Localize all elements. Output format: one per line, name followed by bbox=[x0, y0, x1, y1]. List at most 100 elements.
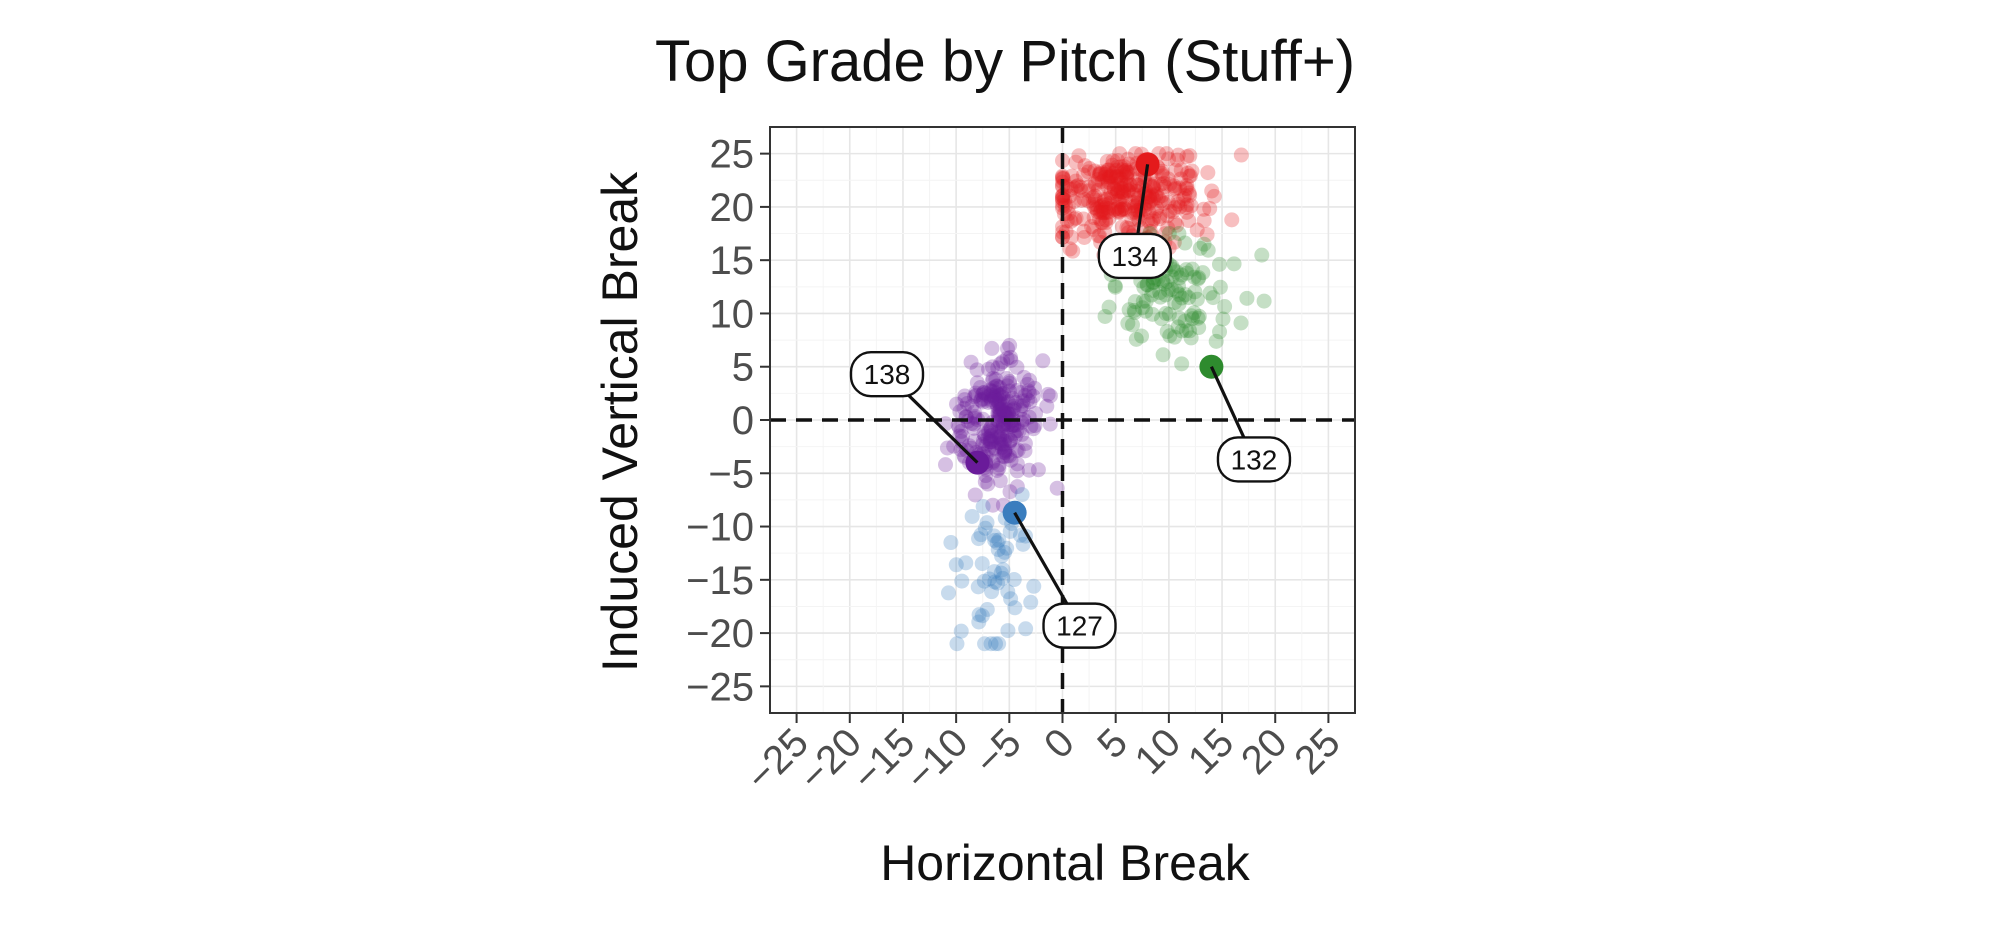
data-point bbox=[987, 532, 1003, 548]
data-point bbox=[1117, 201, 1133, 217]
data-point bbox=[1102, 168, 1118, 184]
data-point bbox=[1111, 204, 1127, 220]
data-point bbox=[1100, 162, 1116, 178]
data-point bbox=[1101, 210, 1117, 226]
x-tick-label: 0 bbox=[1036, 720, 1083, 767]
data-point bbox=[1095, 215, 1111, 231]
data-point bbox=[1009, 456, 1025, 472]
data-point bbox=[1154, 188, 1170, 204]
data-point bbox=[1114, 184, 1130, 200]
data-point bbox=[1022, 372, 1038, 388]
data-point bbox=[1000, 395, 1016, 411]
x-tick-label: −5 bbox=[966, 720, 1029, 783]
data-point bbox=[981, 441, 997, 457]
data-point bbox=[1042, 416, 1058, 432]
data-point bbox=[1107, 279, 1123, 295]
data-point bbox=[1127, 294, 1143, 310]
data-point bbox=[1169, 283, 1185, 299]
data-point bbox=[988, 378, 1004, 394]
data-point bbox=[1122, 164, 1138, 180]
data-point bbox=[1204, 183, 1220, 199]
data-point bbox=[1116, 185, 1132, 201]
data-point bbox=[980, 431, 996, 447]
data-point bbox=[1123, 177, 1139, 193]
data-point bbox=[1134, 328, 1150, 344]
data-point bbox=[1168, 162, 1184, 178]
data-point bbox=[1149, 200, 1165, 216]
data-point bbox=[1166, 178, 1182, 194]
data-point bbox=[1110, 183, 1126, 199]
data-point bbox=[1006, 425, 1022, 441]
data-point bbox=[971, 531, 987, 547]
data-point bbox=[1086, 221, 1102, 237]
data-point bbox=[982, 382, 998, 398]
data-point bbox=[966, 420, 982, 436]
data-point bbox=[1199, 227, 1215, 243]
data-point bbox=[1169, 217, 1185, 233]
data-point bbox=[1002, 523, 1018, 539]
data-point bbox=[1103, 176, 1119, 192]
data-point bbox=[1076, 229, 1092, 245]
data-point bbox=[1189, 222, 1205, 238]
y-tick-label: −10 bbox=[686, 506, 754, 550]
data-point bbox=[1111, 203, 1127, 219]
data-point bbox=[1101, 200, 1117, 216]
data-point bbox=[983, 423, 999, 439]
data-point bbox=[995, 385, 1011, 401]
y-tick-label: 10 bbox=[710, 292, 755, 336]
data-point bbox=[979, 515, 995, 531]
data-point bbox=[1200, 242, 1216, 258]
y-tick-label: −15 bbox=[686, 559, 754, 603]
data-point bbox=[1106, 181, 1122, 197]
data-point bbox=[1025, 388, 1041, 404]
data-point bbox=[1114, 201, 1130, 217]
data-point bbox=[1120, 151, 1136, 167]
data-point bbox=[985, 359, 1001, 375]
data-point bbox=[952, 404, 968, 420]
data-point bbox=[992, 356, 1008, 372]
data-point bbox=[1068, 179, 1084, 195]
x-tick-label: −10 bbox=[897, 720, 976, 799]
data-point bbox=[1102, 196, 1118, 212]
data-point bbox=[992, 387, 1008, 403]
data-point bbox=[1171, 310, 1187, 326]
data-point bbox=[1055, 168, 1070, 184]
data-point bbox=[1120, 315, 1136, 331]
data-point bbox=[1161, 306, 1177, 322]
data-point bbox=[1101, 162, 1117, 178]
value-label-text: 138 bbox=[864, 359, 911, 390]
data-point bbox=[1161, 151, 1177, 167]
data-point bbox=[964, 508, 980, 524]
data-point bbox=[1182, 168, 1198, 184]
data-point bbox=[1192, 240, 1208, 256]
data-point bbox=[1226, 256, 1242, 272]
data-point bbox=[1014, 487, 1030, 503]
data-point bbox=[1179, 177, 1195, 193]
data-point bbox=[1176, 191, 1192, 207]
data-point bbox=[943, 535, 959, 551]
data-point bbox=[1110, 192, 1126, 208]
data-point bbox=[976, 391, 992, 407]
data-point bbox=[1162, 203, 1178, 219]
data-point bbox=[1114, 219, 1130, 235]
data-point bbox=[1148, 188, 1164, 204]
data-point bbox=[984, 441, 1000, 457]
data-point bbox=[953, 623, 969, 639]
data-point bbox=[1099, 153, 1115, 169]
data-point bbox=[990, 407, 1006, 423]
data-point bbox=[983, 383, 999, 399]
data-point bbox=[1129, 177, 1145, 193]
data-point bbox=[1113, 171, 1129, 187]
data-point bbox=[1174, 356, 1190, 372]
data-point bbox=[1122, 177, 1138, 193]
data-point bbox=[1002, 375, 1018, 391]
data-point bbox=[1177, 188, 1193, 204]
data-point bbox=[1073, 182, 1089, 198]
data-point bbox=[1002, 349, 1018, 365]
data-point bbox=[1055, 171, 1070, 187]
data-point bbox=[1055, 219, 1070, 235]
data-point bbox=[1156, 176, 1172, 192]
data-point bbox=[1057, 192, 1073, 208]
data-point bbox=[1103, 169, 1119, 185]
data-point bbox=[1101, 169, 1117, 185]
